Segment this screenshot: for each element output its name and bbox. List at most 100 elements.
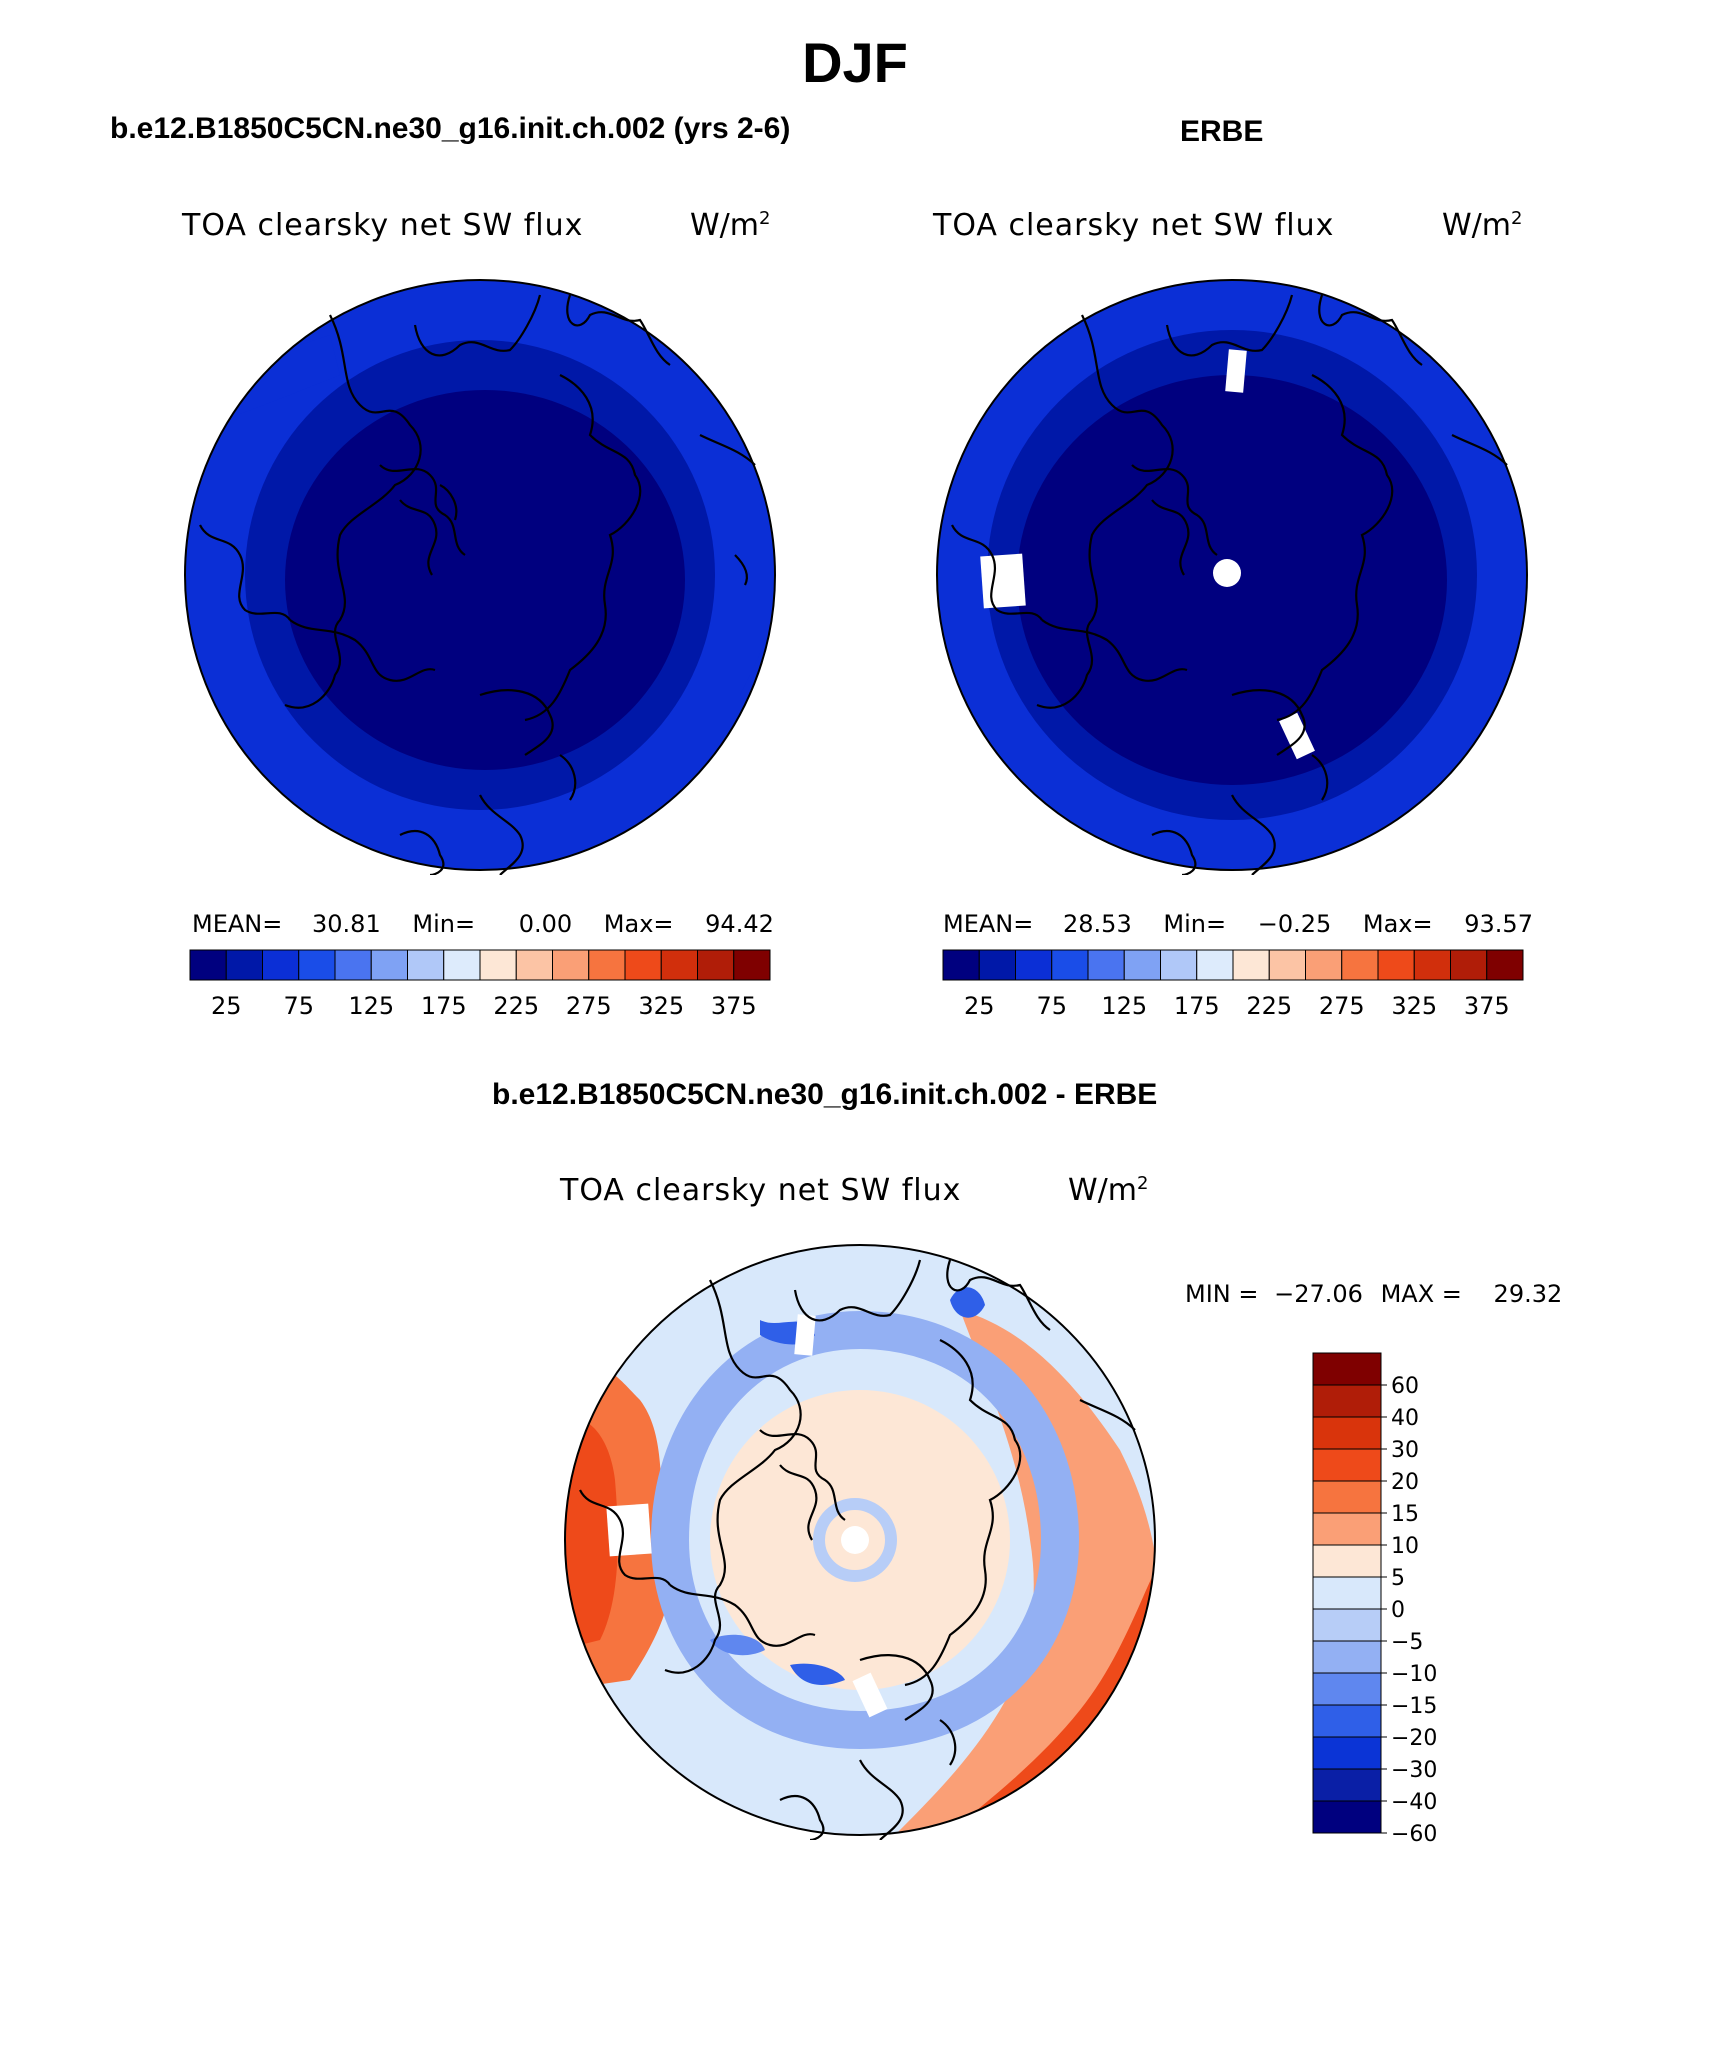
colorbar-swatch: [1450, 949, 1488, 981]
model-coastlines: [199, 294, 756, 875]
diff-colorbar-tick-label: 5: [1391, 1566, 1405, 1591]
obs-variable-label: TOA clearsky net SW flux: [933, 208, 1335, 243]
colorbar-swatch: [443, 949, 481, 981]
obs-mean-label: MEAN=: [943, 910, 1034, 938]
colorbar-tick-label: 375: [711, 992, 757, 1020]
colorbar-swatch: [1051, 949, 1089, 981]
colorbar-swatch: [1486, 949, 1524, 981]
diff-colorbar-swatch: [1312, 1608, 1382, 1642]
diff-colorbar-swatch: [1312, 1352, 1382, 1386]
diff-units-label: W/m2: [1068, 1173, 1149, 1208]
diff-colorbar-tick-label: −40: [1391, 1790, 1437, 1815]
diff-colorbar-tick-label: 10: [1391, 1534, 1419, 1559]
diff-colorbar-tick-label: 0: [1391, 1598, 1405, 1623]
diff-colorbar-swatch: [1312, 1640, 1382, 1674]
colorbar-tick-label: 325: [638, 992, 684, 1020]
diff-colorbar-tick-label: −10: [1391, 1662, 1437, 1687]
diff-colorbar-tick-label: 40: [1391, 1406, 1419, 1431]
colorbar-tick-label: 125: [1101, 992, 1147, 1020]
diff-colorbar-swatch: [1312, 1480, 1382, 1514]
obs-case-title: ERBE: [1180, 115, 1264, 148]
diff-pole-ring: [813, 1498, 897, 1582]
colorbar-swatch: [262, 949, 300, 981]
diff-colorbar-tick-label: −20: [1391, 1726, 1437, 1751]
obs-missing-patch-1: [1225, 349, 1247, 393]
colorbar-swatch: [334, 949, 372, 981]
model-field-band-inner: [285, 390, 685, 770]
diff-colorbar-swatch: [1312, 1672, 1382, 1706]
model-variable-label: TOA clearsky net SW flux: [182, 208, 584, 243]
colorbar-swatch: [225, 949, 263, 981]
diff-cool-patch-sw: [710, 1634, 765, 1656]
colorbar-tick-label: 325: [1391, 992, 1437, 1020]
model-colorbar: 25 75 125 175 225 275 325 375: [189, 949, 771, 1020]
obs-stats: MEAN= 28.53 Min= −0.25 Max= 93.57: [943, 910, 1533, 938]
diff-min-label: MIN =: [1185, 1280, 1259, 1308]
colorbar-swatch: [942, 949, 980, 981]
diff-colorbar-swatch: [1312, 1768, 1382, 1802]
diff-colorbar-swatch: [1312, 1384, 1382, 1418]
diff-colorbar-tick-label: 30: [1391, 1438, 1419, 1463]
colorbar-swatch: [552, 949, 590, 981]
diff-variable-label: TOA clearsky net SW flux: [560, 1173, 962, 1208]
colorbar-swatch: [515, 949, 553, 981]
diff-cool-patch-ne: [950, 1287, 985, 1318]
colorbar-swatch: [588, 949, 626, 981]
page-title: DJF: [802, 31, 908, 94]
colorbar-swatch: [978, 949, 1016, 981]
diff-colorbar-tick-label: 60: [1391, 1374, 1419, 1399]
colorbar-tick-label: 275: [1319, 992, 1365, 1020]
obs-units-label: W/m2: [1442, 208, 1523, 243]
diff-colorbar-swatch: [1312, 1704, 1382, 1738]
obs-max-value: 93.57: [1464, 910, 1533, 938]
diff-colorbar: 60 40 30 20 15 10 5 0 −5 −10 −15 −20 −30 −40 −60: [1312, 1352, 1437, 1847]
diff-colorbar-swatch: [1312, 1736, 1382, 1770]
colorbar-tick-label: 25: [211, 992, 242, 1020]
obs-colorbar: 25 75 125 175 225 275 325 375: [942, 949, 1524, 1020]
diff-polar-map: [564, 1244, 1156, 1840]
colorbar-swatch: [1232, 949, 1270, 981]
colorbar-swatch: [1123, 949, 1161, 981]
colorbar-swatch: [189, 949, 227, 981]
diff-colorbar-tick-label: −15: [1391, 1694, 1437, 1719]
model-min-label: Min=: [412, 910, 476, 938]
diff-missing-patch-1: [794, 1314, 816, 1356]
colorbar-swatch: [1160, 949, 1198, 981]
model-min-value: 0.00: [518, 910, 573, 938]
colorbar-swatch: [1413, 949, 1451, 981]
obs-min-value: −0.25: [1257, 910, 1332, 938]
diff-colorbar-swatch: [1312, 1800, 1382, 1834]
colorbar-swatch: [1087, 949, 1125, 981]
colorbar-swatch: [1305, 949, 1343, 981]
diff-cool-patch-south: [790, 1663, 845, 1685]
colorbar-swatch: [407, 949, 445, 981]
model-polar-map: [184, 279, 776, 875]
diff-coastlines: [579, 1259, 1136, 1840]
colorbar-tick-label: 125: [348, 992, 394, 1020]
obs-missing-pole: [1213, 559, 1241, 587]
colorbar-swatch: [479, 949, 517, 981]
colorbar-tick-label: 225: [493, 992, 539, 1020]
colorbar-swatch: [1341, 949, 1379, 981]
colorbar-swatch: [370, 949, 408, 981]
obs-missing-patch-3: [1279, 712, 1315, 760]
obs-polar-map: [936, 279, 1528, 875]
obs-coastlines: [951, 294, 1508, 875]
colorbar-swatch: [1268, 949, 1306, 981]
colorbar-tick-label: 375: [1464, 992, 1510, 1020]
model-case-title: b.e12.B1850C5CN.ne30_g16.init.ch.002 (yr…: [110, 112, 791, 145]
colorbar-swatch: [1196, 949, 1234, 981]
diff-colorbar-tick-label: −30: [1391, 1758, 1437, 1783]
colorbar-tick-label: 25: [964, 992, 995, 1020]
obs-mean-value: 28.53: [1063, 910, 1132, 938]
colorbar-swatch: [1377, 949, 1415, 981]
model-max-value: 94.42: [705, 910, 774, 938]
model-units-label: W/m2: [690, 208, 771, 243]
diff-colorbar-swatch: [1312, 1416, 1382, 1450]
diff-minmax: MIN = −27.06 MAX = 29.32: [1185, 1280, 1562, 1308]
colorbar-tick-label: 75: [1036, 992, 1067, 1020]
diff-cool-ring: [650, 1310, 1080, 1750]
colorbar-tick-label: 175: [421, 992, 467, 1020]
diff-colorbar-tick-label: 15: [1391, 1502, 1419, 1527]
diff-colorbar-swatch: [1312, 1512, 1382, 1546]
